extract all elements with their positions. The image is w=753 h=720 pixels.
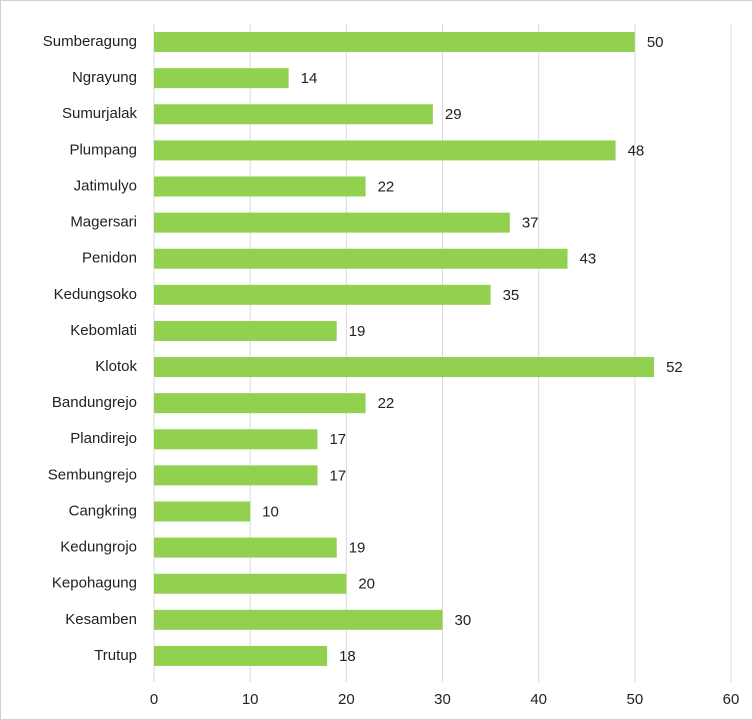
y-tick-label: Kesamben — [65, 611, 137, 628]
y-tick-label: Jatimulyo — [74, 177, 137, 194]
y-tick-label: Kebomlati — [70, 322, 137, 339]
y-tick-label: Sumurjalak — [62, 105, 138, 122]
x-tick-label: 10 — [242, 691, 259, 708]
data-label: 18 — [339, 648, 356, 665]
bar — [154, 501, 251, 522]
data-label: 37 — [522, 215, 539, 232]
bar — [154, 212, 510, 233]
data-label: 43 — [580, 251, 597, 268]
data-label: 30 — [455, 612, 472, 629]
y-tick-label: Kedungrojo — [60, 539, 137, 556]
bar — [154, 645, 328, 666]
data-label: 52 — [666, 359, 683, 376]
bar — [154, 284, 491, 305]
y-tick-label: Cangkring — [69, 502, 137, 519]
data-label: 17 — [329, 431, 346, 448]
data-label: 20 — [358, 576, 375, 593]
bar — [154, 320, 337, 341]
data-label: 10 — [262, 503, 279, 520]
x-tick-label: 60 — [723, 691, 740, 708]
data-label: 22 — [378, 395, 395, 412]
bar — [154, 357, 655, 378]
data-label: 50 — [647, 34, 664, 51]
y-tick-label: Magersari — [70, 214, 137, 231]
bar — [154, 176, 366, 197]
bar — [154, 609, 443, 630]
data-label: 19 — [349, 540, 366, 557]
data-label: 35 — [503, 287, 520, 304]
bar — [154, 465, 318, 486]
bar — [154, 104, 433, 125]
y-tick-label: Klotok — [95, 358, 137, 375]
bar — [154, 68, 289, 89]
bar — [154, 429, 318, 450]
y-tick-label: Kepohagung — [52, 575, 137, 592]
data-label: 22 — [378, 178, 395, 195]
y-tick-label: Bandungrejo — [52, 394, 137, 411]
data-label: 14 — [301, 70, 318, 87]
y-tick-label: Plumpang — [69, 141, 137, 158]
bar — [154, 248, 568, 269]
y-tick-label: Trutup — [94, 647, 137, 664]
bar — [154, 140, 616, 161]
bar — [154, 393, 366, 414]
x-tick-label: 50 — [626, 691, 643, 708]
y-tick-label: Sembungrejo — [48, 466, 137, 483]
y-tick-label: Kedungsoko — [54, 286, 137, 303]
bar — [154, 32, 635, 53]
y-tick-label: Penidon — [82, 250, 137, 267]
bar — [154, 573, 347, 594]
y-tick-label: Sumberagung — [43, 33, 137, 50]
y-tick-label: Plandirejo — [70, 430, 137, 447]
x-tick-label: 40 — [530, 691, 547, 708]
x-tick-label: 30 — [434, 691, 451, 708]
data-label: 17 — [329, 467, 346, 484]
x-tick-label: 0 — [150, 691, 158, 708]
x-tick-label: 20 — [338, 691, 355, 708]
data-label: 48 — [628, 142, 645, 159]
data-label: 29 — [445, 106, 462, 123]
bar — [154, 537, 337, 558]
y-tick-label: Ngrayung — [72, 69, 137, 86]
data-label: 19 — [349, 323, 366, 340]
